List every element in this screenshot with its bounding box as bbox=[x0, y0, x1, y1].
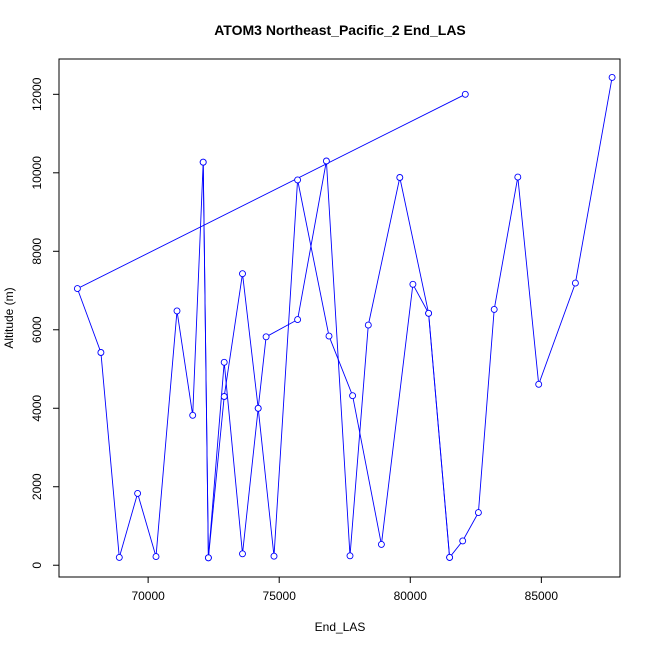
data-point bbox=[220, 358, 228, 366]
data-point bbox=[346, 552, 354, 560]
data-point bbox=[294, 176, 302, 184]
plot-area-frame bbox=[58, 58, 621, 578]
y-tick-label: 2000 bbox=[30, 473, 44, 500]
data-point bbox=[490, 305, 498, 313]
data-point bbox=[220, 393, 228, 400]
data-point bbox=[446, 553, 454, 561]
x-tick-label: 75000 bbox=[263, 589, 297, 603]
x-axis: 70000 75000 80000 85000 bbox=[131, 576, 559, 603]
x-axis-label: End_LAS bbox=[315, 620, 366, 634]
y-axis: 0 2000 4000 6000 8000 10000 12000 bbox=[30, 77, 60, 569]
data-point bbox=[254, 404, 262, 412]
data-point bbox=[377, 540, 385, 548]
data-point bbox=[239, 270, 246, 278]
data-point bbox=[459, 537, 467, 545]
y-tick-label: 4000 bbox=[30, 395, 44, 422]
y-tick-label: 8000 bbox=[30, 238, 44, 265]
data-point bbox=[115, 553, 123, 561]
data-point bbox=[199, 158, 207, 166]
data-point bbox=[204, 554, 212, 562]
x-tick-label: 85000 bbox=[525, 589, 559, 603]
x-tick-label: 80000 bbox=[394, 589, 428, 603]
y-axis-label: Altitude (m) bbox=[2, 287, 16, 348]
data-point bbox=[474, 509, 482, 517]
x-tick-label: 70000 bbox=[131, 589, 165, 603]
data-point bbox=[152, 553, 160, 561]
data-series bbox=[73, 73, 616, 562]
data-point bbox=[322, 157, 330, 165]
data-point bbox=[294, 316, 302, 324]
data-point bbox=[396, 174, 404, 181]
y-tick-label: 10000 bbox=[30, 156, 44, 190]
y-tick-label: 12000 bbox=[30, 77, 44, 111]
y-tick-label: 0 bbox=[30, 562, 44, 569]
y-tick-label: 6000 bbox=[30, 316, 44, 343]
data-point bbox=[535, 380, 543, 388]
data-point bbox=[262, 333, 270, 341]
data-point bbox=[134, 489, 142, 497]
data-point bbox=[514, 173, 522, 181]
data-point bbox=[270, 552, 278, 560]
data-point bbox=[364, 321, 372, 329]
data-point bbox=[97, 349, 105, 356]
data-point bbox=[173, 307, 181, 315]
series-line-segment bbox=[76, 77, 613, 559]
data-point bbox=[189, 411, 197, 419]
data-point bbox=[571, 279, 579, 287]
data-point bbox=[239, 550, 246, 558]
data-point bbox=[73, 285, 81, 293]
data-point bbox=[409, 280, 417, 288]
series-line-segment bbox=[202, 160, 451, 558]
data-point bbox=[461, 90, 469, 98]
data-point bbox=[325, 332, 333, 340]
data-point bbox=[425, 309, 433, 317]
data-point bbox=[349, 392, 357, 400]
data-point bbox=[608, 73, 616, 81]
chart-title: ATOM3 Northeast_Pacific_2 End_LAS bbox=[214, 22, 466, 38]
